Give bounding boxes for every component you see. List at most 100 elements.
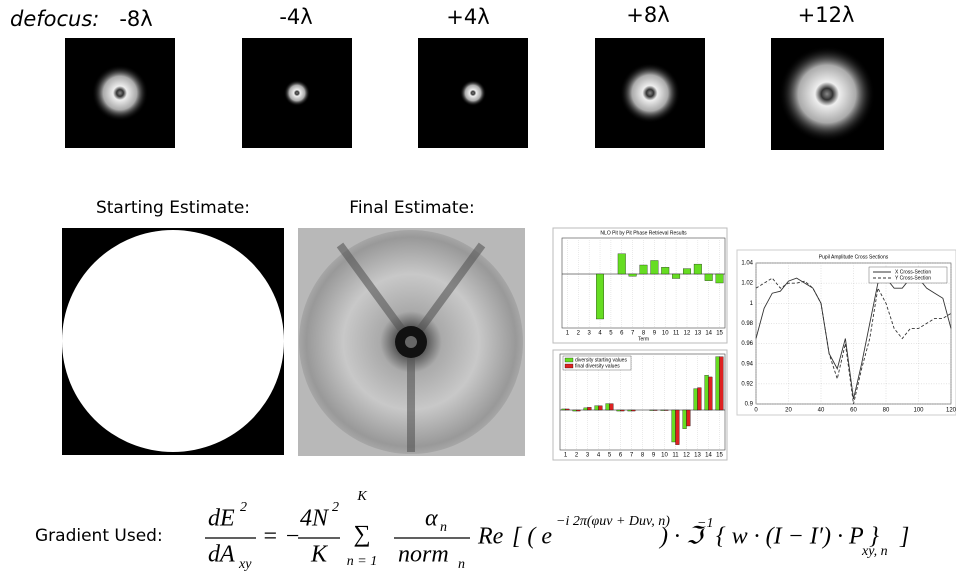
y-tick-label: 0.92 — [741, 381, 753, 387]
bar — [716, 274, 724, 283]
x-tick-label: 13 — [694, 331, 701, 337]
bar — [606, 404, 610, 410]
bar — [651, 261, 659, 275]
bar — [610, 404, 614, 410]
defocus-label: defocus: — [10, 7, 99, 31]
psf-spot — [284, 80, 310, 106]
bar — [665, 410, 669, 411]
x-tick-label: 12 — [683, 453, 690, 459]
legend-label: final diversity values — [575, 363, 620, 369]
bar — [661, 410, 665, 411]
bar — [632, 410, 636, 411]
y-tick-label: 0.9 — [745, 402, 754, 408]
eq-sum: ∑ — [353, 522, 370, 548]
defocus-value: +4λ — [446, 5, 489, 29]
bar — [716, 357, 720, 410]
x-tick-label: 100 — [913, 408, 924, 414]
eq-text: dA — [208, 542, 235, 568]
slide: defocus: -8λ -4λ +4λ +8λ +12λ Starting E… — [0, 0, 956, 575]
eq-text: 4N — [300, 506, 330, 532]
equation: Gradient Used: dE 2 dA xy = − 4N 2 K K ∑… — [35, 489, 909, 572]
bar — [687, 410, 691, 426]
eq-text: dE — [208, 506, 235, 532]
bar — [584, 408, 588, 410]
bar — [628, 410, 632, 411]
chart-title: Pupil Amplitude Cross Sections — [819, 254, 889, 260]
eq-sup: 2 — [332, 500, 339, 515]
eq-sum-bottom: n = 1 — [347, 554, 377, 569]
x-tick-label: 13 — [694, 453, 701, 459]
page: defocus: -8λ -4λ +4λ +8λ +12λ Starting E… — [0, 0, 956, 575]
x-tick-label: 14 — [705, 453, 712, 459]
pupil-disk — [62, 230, 284, 452]
bar — [562, 409, 566, 410]
x-axis-label: Term — [638, 336, 649, 342]
x-tick-label: 14 — [705, 331, 712, 337]
x-tick-label: 10 — [662, 331, 669, 337]
eq-sum-top: K — [356, 489, 367, 504]
x-tick-label: 20 — [785, 408, 792, 414]
bar — [683, 269, 691, 274]
bar — [566, 409, 570, 410]
bar — [618, 254, 626, 274]
eq-sub: xy — [238, 557, 252, 572]
psf-spot — [779, 46, 875, 142]
final-estimate-image — [298, 228, 525, 456]
x-tick-label: 10 — [661, 453, 668, 459]
bar — [672, 410, 676, 442]
x-tick-label: 11 — [673, 331, 680, 337]
eq-text: Re — [477, 524, 504, 550]
bar — [577, 410, 581, 411]
psf-spot — [460, 80, 486, 106]
x-tick-label: 80 — [883, 408, 890, 414]
eq-text: = − — [262, 524, 300, 550]
legend-swatch — [565, 364, 573, 368]
bar — [654, 410, 658, 411]
x-tick-label: 120 — [946, 408, 956, 414]
bar — [676, 410, 680, 445]
bar — [629, 274, 637, 276]
eq-sup: −i 2π(φuv + Duv, n) — [556, 514, 670, 529]
legend-label: Y Cross-Section — [895, 275, 931, 281]
chart-title: NLO Pit by Pit Phase Retrieval Results — [600, 230, 687, 236]
eq-text: K — [310, 542, 329, 568]
bar — [694, 389, 698, 410]
y-tick-label: 0.94 — [741, 361, 753, 367]
legend-swatch — [565, 358, 573, 362]
eq-text: ] — [899, 524, 909, 550]
bar — [621, 410, 625, 411]
eq-text: { w · (I − I′) · P } — [716, 524, 879, 550]
bar — [709, 377, 713, 410]
psf-images — [65, 38, 884, 150]
bar — [650, 410, 654, 411]
y-tick-label: 1.04 — [741, 261, 753, 267]
x-tick-label: 12 — [684, 331, 691, 337]
y-tick-label: 0.96 — [741, 341, 753, 347]
equation-label: Gradient Used: — [35, 526, 163, 546]
bar — [588, 407, 592, 410]
x-tick-label: 60 — [850, 408, 857, 414]
defocus-value: -8λ — [119, 7, 152, 31]
x-tick-label: 15 — [716, 331, 723, 337]
bar — [617, 410, 621, 411]
x-tick-label: 11 — [672, 453, 679, 459]
eq-text: norm — [398, 542, 449, 568]
bar — [640, 265, 648, 274]
psf-spot — [620, 63, 680, 123]
psf-spot — [92, 65, 148, 121]
bar — [705, 375, 709, 410]
y-tick-label: 0.98 — [741, 321, 753, 327]
eq-sub: xy, n — [861, 544, 888, 559]
x-tick-label: 40 — [818, 408, 825, 414]
chart-frame — [553, 228, 727, 343]
bar — [595, 406, 599, 410]
starting-estimate-label: Starting Estimate: — [96, 198, 250, 218]
bar — [573, 410, 577, 411]
bar — [694, 264, 702, 274]
bar — [705, 274, 713, 281]
bar — [661, 267, 669, 274]
bar — [698, 388, 702, 410]
bar — [596, 274, 604, 319]
bar — [683, 410, 687, 429]
defocus-value: -4λ — [279, 5, 312, 29]
